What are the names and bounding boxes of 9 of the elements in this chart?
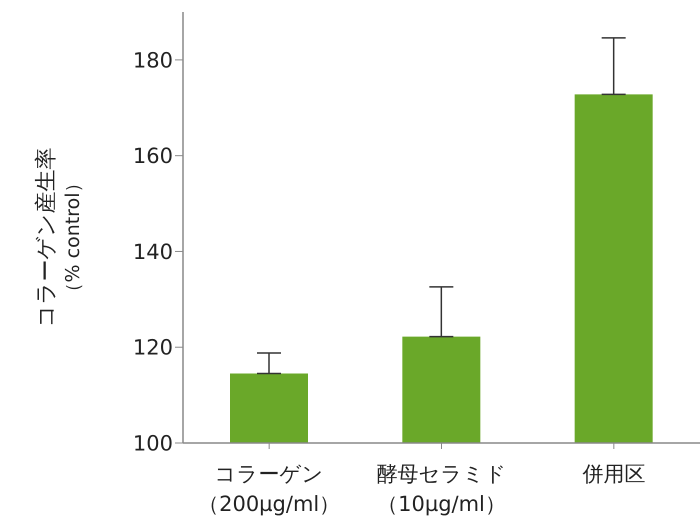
y-tick-label: 120 <box>132 336 173 360</box>
y-tick-label: 160 <box>132 144 173 168</box>
y-tick-label: 140 <box>132 240 173 264</box>
y-axis-title: コラーゲン産生率（% control） <box>34 148 84 328</box>
y-tick-label: 180 <box>132 48 173 72</box>
x-tick-label: 酵母セラミド（10μg/ml） <box>376 462 506 516</box>
y-tick-label: 100 <box>132 431 173 456</box>
x-tick-label: 併用区 <box>581 462 646 486</box>
x-tick-label: コラーゲン（200μg/ml） <box>198 462 340 516</box>
